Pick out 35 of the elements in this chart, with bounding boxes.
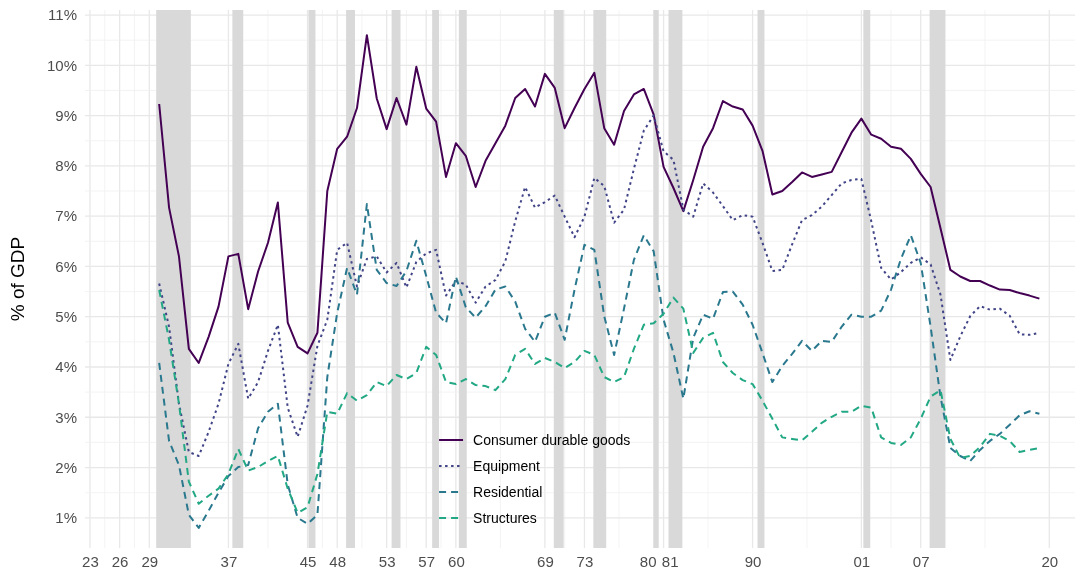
y-tick-label: 2%	[55, 458, 77, 476]
x-tick-label: 45	[299, 552, 317, 570]
line-series	[158, 203, 1041, 529]
x-tick-label: 07	[912, 552, 930, 570]
x-tick-label: 73	[576, 552, 594, 570]
y-tick-label: 1%	[55, 509, 77, 527]
y-tick-label: 6%	[55, 257, 77, 275]
legend-label: Equipment	[473, 458, 541, 474]
y-tick-label: 4%	[55, 358, 77, 376]
y-tick-label: 3%	[55, 408, 77, 426]
y-tick-label: 11%	[48, 6, 77, 24]
x-tick-label: 69	[537, 552, 554, 570]
x-tick-label: 26	[111, 552, 129, 570]
y-tick-label: 8%	[55, 157, 77, 175]
y-tick-label: 7%	[55, 207, 77, 225]
x-tick-label: 01	[853, 552, 871, 570]
x-tick-label: 20	[1041, 552, 1059, 570]
x-tick-label: 57	[418, 552, 436, 570]
x-tick-label: 23	[82, 552, 99, 570]
y-tick-label: 9%	[55, 106, 77, 124]
legend-label: Structures	[473, 510, 537, 526]
legend-label: Residential	[473, 484, 543, 500]
x-tick-label: 37	[220, 552, 238, 570]
x-tick-label: 48	[329, 552, 347, 570]
x-tick-label: 80	[639, 552, 657, 570]
legend-label: Consumer durable goods	[473, 432, 631, 448]
y-axis-title: % of GDP	[7, 236, 28, 322]
x-tick-label: 90	[744, 552, 762, 570]
x-tick-label: 29	[141, 552, 159, 570]
x-tick-label: 60	[448, 552, 465, 570]
x-tick-label: 81	[661, 552, 679, 570]
y-tick-label: 10%	[46, 56, 77, 74]
y-tick-label: 5%	[55, 308, 77, 326]
line-series	[158, 34, 1041, 364]
x-tick-label: 53	[378, 552, 396, 570]
